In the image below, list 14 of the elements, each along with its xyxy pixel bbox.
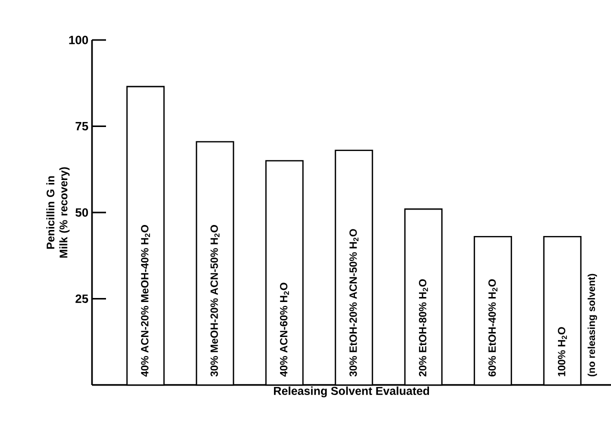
x-tick-label: 40% ACN-60% H$_{2}$O (280, 282, 289, 377)
x-tick-label: 20% EtOH-80% H$_{2}$O (418, 279, 428, 376)
x-tick-label: 30% EtOH-20% ACN-50% H$_{2}$O (349, 229, 358, 377)
x-tick-label: 30% MeOH-20% ACN-50% H$_{2}$O (210, 225, 220, 377)
y-tick-label: 25 (76, 294, 88, 303)
annotation: (no releasing solvent) (588, 274, 598, 376)
x-tick-label: 40% ACN-20% MeOH-40% H$_{2}$O (141, 225, 150, 377)
y-tick-label: 50 (76, 208, 88, 217)
y-axis-title: Penicillin G in Milk (% recovery) (46, 167, 70, 258)
y-tick-label: 100 (69, 36, 88, 44)
x-axis-title: Releasing Solvent Evaluated (274, 386, 430, 398)
x-tick-label: 60% EtOH-40% H$_{2}$O (488, 279, 498, 376)
x-tick-label: 100% H$_{2}$O (558, 327, 567, 376)
y-tick-label: 75 (76, 122, 88, 130)
